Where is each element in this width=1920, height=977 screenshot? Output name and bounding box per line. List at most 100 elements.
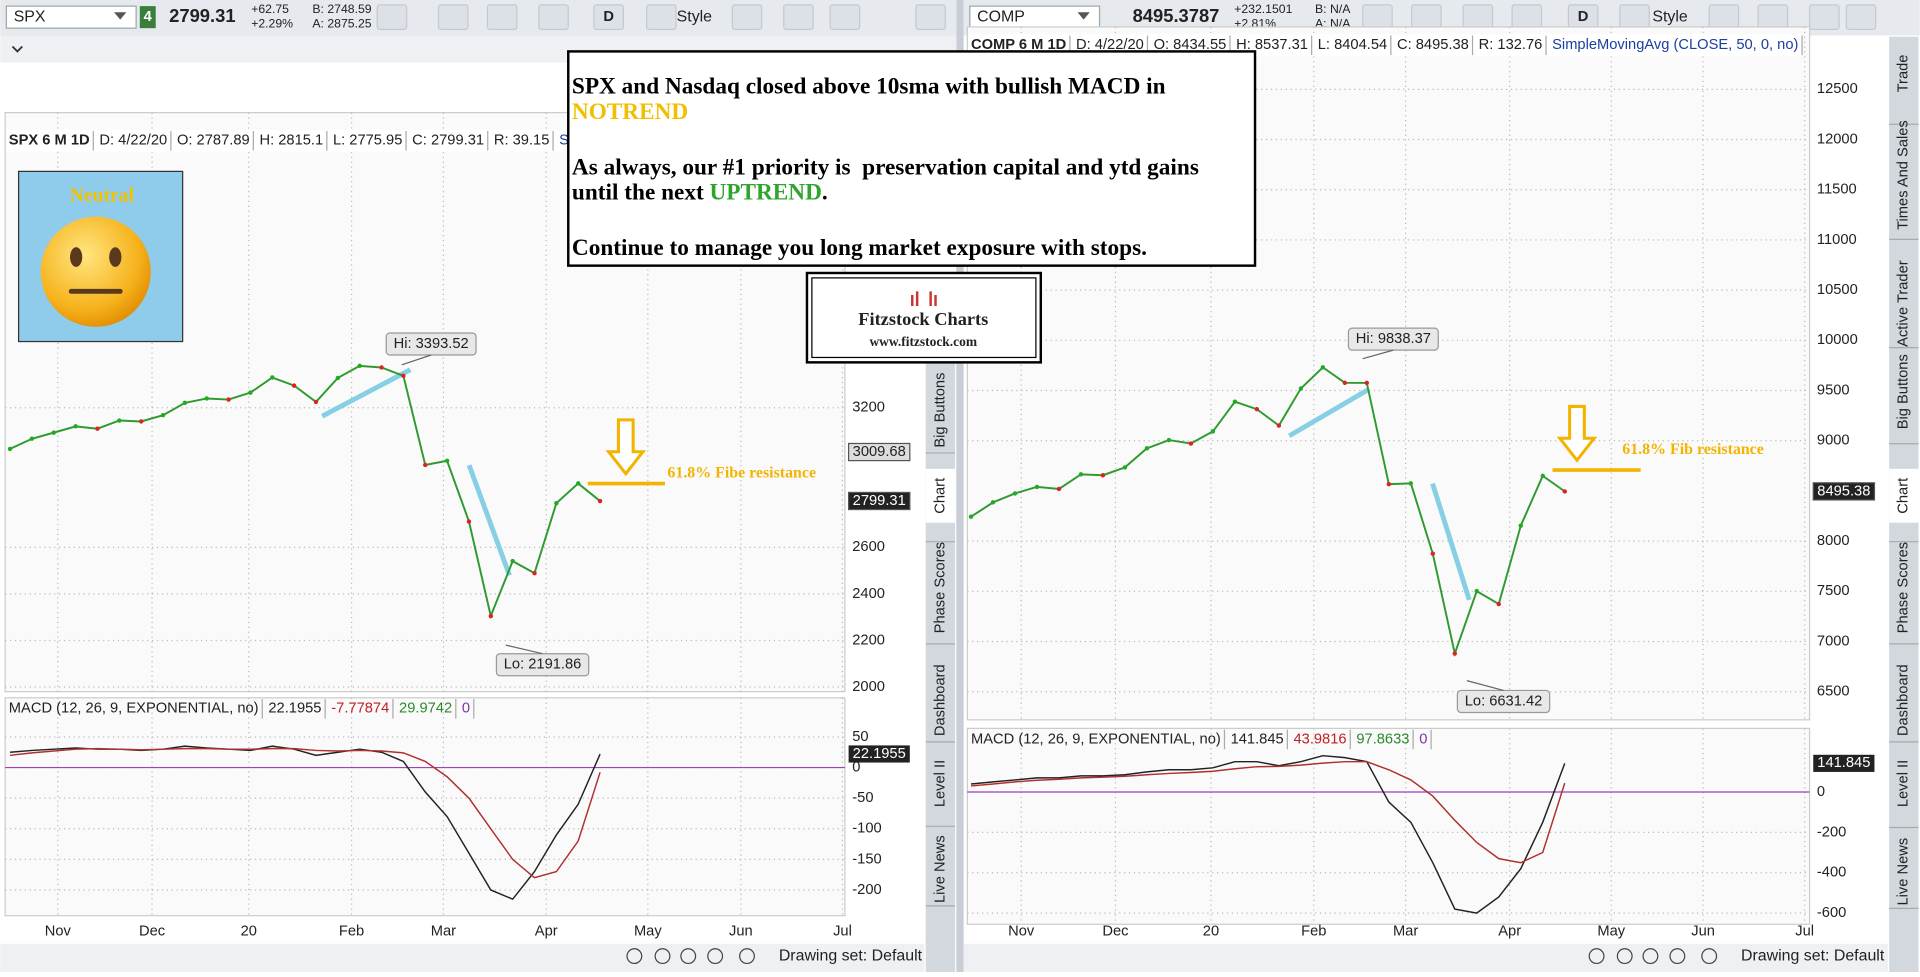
style-button[interactable]: Style xyxy=(1652,8,1688,25)
period[interactable]: D xyxy=(1578,9,1589,25)
toolbar-button[interactable] xyxy=(593,4,624,30)
toolbar-button[interactable] xyxy=(1708,4,1740,30)
header-item: 22.1955 xyxy=(268,701,321,717)
toolbar-button[interactable] xyxy=(731,4,763,30)
dropdown[interactable] xyxy=(1077,12,1090,20)
side-tab[interactable]: Live News xyxy=(932,835,948,903)
close-point xyxy=(1188,441,1194,446)
low-callout-pointer xyxy=(1466,680,1504,692)
bottom-icon[interactable] xyxy=(1588,948,1605,965)
symbol-box[interactable] xyxy=(5,5,137,29)
side-tab[interactable]: Times And Sales xyxy=(1896,120,1912,230)
style-button[interactable]: Style xyxy=(677,8,713,25)
date-label: 20 xyxy=(241,923,257,939)
collapse-icon[interactable] xyxy=(11,45,23,53)
logo-inner xyxy=(811,277,1037,359)
bottom-icon[interactable] xyxy=(1701,948,1718,965)
close-point xyxy=(1320,365,1326,370)
side-tab[interactable]: Trade xyxy=(1896,55,1912,93)
toolbar-button[interactable] xyxy=(1411,4,1442,30)
dropdown[interactable] xyxy=(114,12,127,20)
macd-tick-label: -200 xyxy=(1817,824,1846,840)
drawing-set[interactable]: Drawing set: Default xyxy=(1741,947,1885,964)
bid: B: 2748.59 xyxy=(312,2,371,16)
side-tab[interactable]: Chart xyxy=(1896,478,1912,514)
toolbar-button[interactable] xyxy=(1619,4,1650,30)
side-tab[interactable]: Dashboard xyxy=(1896,664,1912,736)
macd-tick-label: -100 xyxy=(852,821,881,837)
date-label: Mar xyxy=(431,923,456,939)
close-point xyxy=(554,500,559,506)
bottom-icon[interactable] xyxy=(654,948,671,965)
price-tick-label: 2000 xyxy=(852,679,885,695)
close-point xyxy=(1210,429,1216,434)
bottom-icon[interactable] xyxy=(1642,948,1659,965)
fib-arrow xyxy=(1556,404,1598,463)
toolbar-button[interactable] xyxy=(783,4,814,30)
drawing-set[interactable]: Drawing set: Default xyxy=(779,947,923,964)
toolbar-button[interactable] xyxy=(486,4,518,30)
macd-label: 22.1955 xyxy=(853,746,906,762)
side-tab[interactable]: Live News xyxy=(1896,838,1912,906)
bottom-icon[interactable] xyxy=(739,948,755,965)
close-point xyxy=(444,458,450,464)
note-text: Continue to manage you long market expos… xyxy=(572,235,1147,261)
side-tab[interactable]: Big Buttons xyxy=(1896,354,1912,429)
toolbar-button[interactable] xyxy=(645,4,677,30)
macd-pane xyxy=(966,727,1811,925)
period[interactable]: D xyxy=(603,9,614,25)
header-item: O: 2787.89 xyxy=(177,133,250,149)
close-point xyxy=(597,498,603,504)
price-label-box xyxy=(847,491,911,511)
header-item: R: 132.76 xyxy=(1479,37,1543,53)
macd-pane xyxy=(4,697,846,917)
toolbar-button[interactable] xyxy=(1808,4,1840,30)
change: +62.75 xyxy=(251,2,289,16)
header-item: H: 2815.1 xyxy=(259,133,323,149)
header-bg xyxy=(6,129,564,152)
toolbar-button[interactable] xyxy=(538,4,569,30)
close-point xyxy=(1540,473,1545,479)
date-label: Nov xyxy=(1008,923,1035,939)
trend-drawing xyxy=(1288,387,1371,438)
close-point xyxy=(1166,437,1172,443)
toolbar-button[interactable] xyxy=(1757,4,1789,30)
side-tab[interactable]: Active Trader xyxy=(1896,260,1912,347)
toolbar-button[interactable] xyxy=(1845,4,1877,30)
close-point xyxy=(1078,472,1084,477)
bottom-icon[interactable] xyxy=(707,948,724,965)
badge-text: 4 xyxy=(144,9,153,25)
price-tick-label: 2400 xyxy=(852,586,885,602)
bottom-icon[interactable] xyxy=(1669,948,1686,965)
last-price: 8495.3787 xyxy=(1133,5,1220,26)
emoji-eye xyxy=(109,247,122,267)
toolbar-button[interactable] xyxy=(1362,4,1393,30)
toolbar-button[interactable] xyxy=(376,4,408,30)
close-point xyxy=(1364,380,1370,386)
date-label: Dec xyxy=(139,923,165,939)
date-label: Jun xyxy=(729,923,753,939)
side-tab[interactable]: Level II xyxy=(1896,760,1912,807)
toolbar-button[interactable] xyxy=(829,4,861,30)
bottom-icon[interactable] xyxy=(1616,948,1633,965)
toolbar-button[interactable] xyxy=(1511,4,1543,30)
toolbar-button[interactable] xyxy=(1462,4,1494,30)
side-tab[interactable]: Level II xyxy=(932,760,948,807)
toolbar-button[interactable] xyxy=(915,4,946,30)
side-tab[interactable]: Big Buttons xyxy=(932,373,948,448)
side-tab[interactable]: Dashboard xyxy=(932,664,948,736)
close-point xyxy=(1298,386,1304,391)
bottom-icon[interactable] xyxy=(680,948,697,965)
bid: B: N/A xyxy=(1315,2,1351,16)
fib-label: 61.8% Fibe resistance xyxy=(667,464,816,481)
side-tab[interactable]: Chart xyxy=(932,478,948,514)
close-point xyxy=(7,446,13,452)
side-tab[interactable]: Phase Scores xyxy=(1896,542,1912,633)
macd-label: 141.845 xyxy=(1817,755,1870,771)
logo: Fitzstock Charts www.fitzstock.com xyxy=(805,271,1043,364)
note-uptrend: UPTREND xyxy=(710,180,822,206)
side-tab[interactable]: Phase Scores xyxy=(932,542,948,633)
emoji-face xyxy=(40,216,151,327)
bottom-icon[interactable] xyxy=(626,948,643,965)
toolbar-button[interactable] xyxy=(437,4,469,30)
